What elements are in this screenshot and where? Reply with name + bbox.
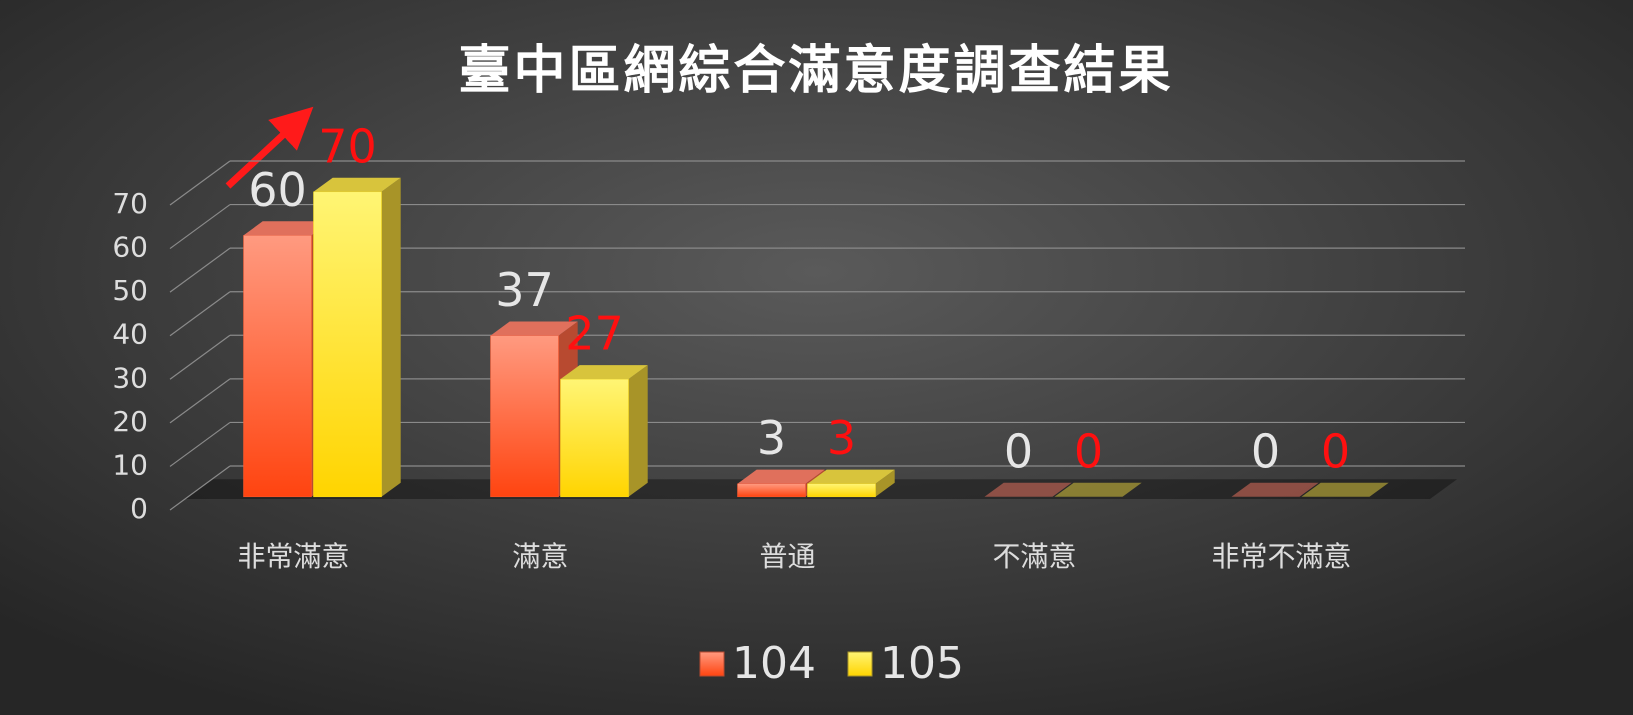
chart-title: 臺中區網綜合滿意度調查結果 — [458, 41, 1173, 101]
grid-line — [169, 291, 231, 337]
x-tick-label: 滿意 — [512, 540, 568, 573]
bar-top — [243, 221, 331, 236]
y-tick-label: 70 — [112, 187, 148, 220]
bar-front — [737, 483, 806, 498]
bar-front — [490, 335, 559, 498]
y-tick-label: 40 — [112, 318, 148, 351]
data-label: 60 — [248, 163, 307, 217]
x-tick-label: 非常不滿意 — [1211, 540, 1351, 573]
bar-top — [1231, 482, 1319, 497]
legend-label: 104 — [732, 638, 816, 689]
legend-label: 105 — [880, 638, 964, 689]
x-tick-label: 非常滿意 — [237, 540, 349, 573]
grid-line — [169, 160, 231, 206]
bar — [560, 365, 648, 498]
bar-top — [807, 469, 895, 484]
data-label: 0 — [1004, 424, 1033, 478]
bar-top — [984, 482, 1072, 497]
legend-swatch — [847, 651, 873, 677]
bar-top — [737, 469, 825, 484]
bar-top — [313, 177, 401, 192]
bar — [984, 482, 1072, 497]
data-label: 3 — [827, 411, 856, 465]
bar-side — [875, 469, 895, 497]
bar — [1231, 482, 1319, 497]
data-label: 0 — [1251, 424, 1280, 478]
data-label: 37 — [495, 263, 554, 317]
data-label: 70 — [318, 119, 377, 173]
bar-side — [628, 365, 648, 497]
bar-front — [313, 191, 382, 498]
x-tick-label: 普通 — [759, 540, 815, 573]
grid-line — [169, 204, 231, 250]
grid-line — [169, 247, 231, 293]
grid-line — [169, 378, 231, 424]
grid-line — [169, 421, 231, 467]
bar — [313, 177, 401, 498]
bar-front — [560, 378, 629, 498]
bar-front — [243, 235, 312, 498]
grid-line — [169, 465, 231, 511]
x-tick-label: 不滿意 — [992, 540, 1076, 573]
bar — [807, 469, 895, 498]
bar-front — [807, 483, 876, 498]
bar-side — [381, 177, 401, 497]
bar-top — [1054, 482, 1142, 497]
bar-top — [490, 321, 578, 336]
y-tick-label: 60 — [112, 231, 148, 264]
bar-top — [560, 365, 648, 380]
y-tick-label: 50 — [112, 274, 148, 307]
annotation-arrow — [225, 106, 314, 189]
bar — [1054, 482, 1142, 497]
y-tick-label: 0 — [130, 492, 148, 525]
data-label: 27 — [565, 307, 624, 361]
y-tick-label: 30 — [112, 361, 148, 394]
y-tick-label: 20 — [112, 405, 148, 438]
legend-swatch — [699, 651, 725, 677]
bar-top — [1301, 482, 1389, 497]
bar — [1301, 482, 1389, 497]
y-tick-label: 10 — [112, 448, 148, 481]
grid-line — [169, 334, 231, 380]
data-label: 3 — [757, 411, 786, 465]
data-label: 0 — [1321, 424, 1350, 478]
data-label: 0 — [1074, 424, 1103, 478]
